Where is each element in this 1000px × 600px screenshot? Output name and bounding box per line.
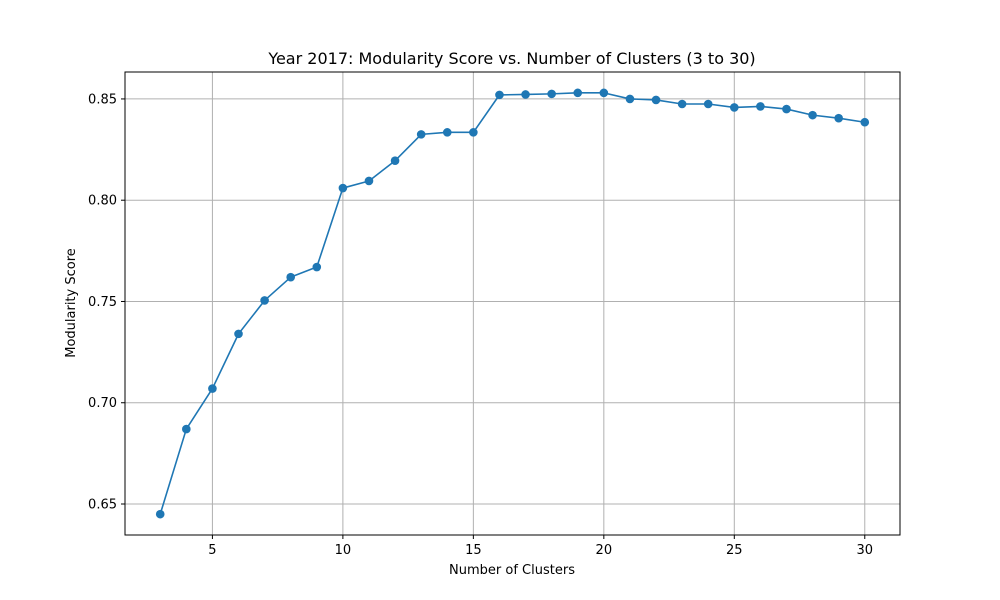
data-point (625, 94, 635, 104)
data-point (521, 90, 530, 99)
data-points-layer (155, 88, 870, 519)
data-point (469, 128, 478, 137)
x-tick-label: 5 (208, 543, 216, 558)
series-line (159, 92, 865, 515)
data-point (312, 262, 322, 272)
x-tick-label: 30 (856, 543, 873, 558)
data-point (416, 130, 426, 139)
data-point (677, 99, 687, 109)
data-point (442, 128, 452, 137)
chart-title: Year 2017: Modularity Score vs. Number o… (267, 49, 755, 68)
y-axis-ticks: 0.65 0.70 0.75 0.80 0.85 (88, 92, 125, 513)
data-point (651, 95, 661, 105)
data-point (730, 103, 739, 112)
y-tick-label: 0.70 (88, 396, 117, 411)
x-tick-label: 20 (596, 543, 613, 558)
data-point (208, 384, 217, 393)
data-point (547, 89, 556, 99)
data-point (155, 509, 165, 519)
x-axis-label: Number of Clusters (449, 563, 575, 578)
plot-frame (124, 71, 901, 536)
data-point (390, 156, 400, 166)
y-tick-label: 0.80 (88, 194, 117, 209)
data-point (756, 102, 765, 111)
data-point (860, 117, 870, 127)
y-axis-label: Modularity Score (64, 248, 79, 358)
x-tick-label: 10 (335, 543, 352, 558)
data-point (834, 113, 843, 123)
x-axis-ticks: 5 10 15 20 25 30 (208, 535, 873, 558)
y-tick-label: 0.65 (88, 498, 117, 513)
y-tick-label: 0.85 (88, 92, 117, 107)
data-point (573, 88, 583, 98)
grid-layer (125, 72, 900, 535)
x-tick-label: 15 (465, 543, 482, 558)
x-tick-label: 25 (726, 543, 743, 558)
data-point (808, 110, 817, 120)
data-point (260, 296, 269, 305)
data-point (599, 88, 609, 98)
data-point (782, 104, 791, 114)
data-point (234, 329, 243, 339)
data-point (703, 99, 713, 109)
data-point (495, 90, 504, 100)
data-point (364, 176, 374, 186)
data-point (182, 424, 191, 434)
data-point (286, 272, 295, 282)
data-point (338, 183, 348, 193)
y-tick-label: 0.75 (88, 295, 117, 310)
series-line-layer (159, 92, 865, 515)
